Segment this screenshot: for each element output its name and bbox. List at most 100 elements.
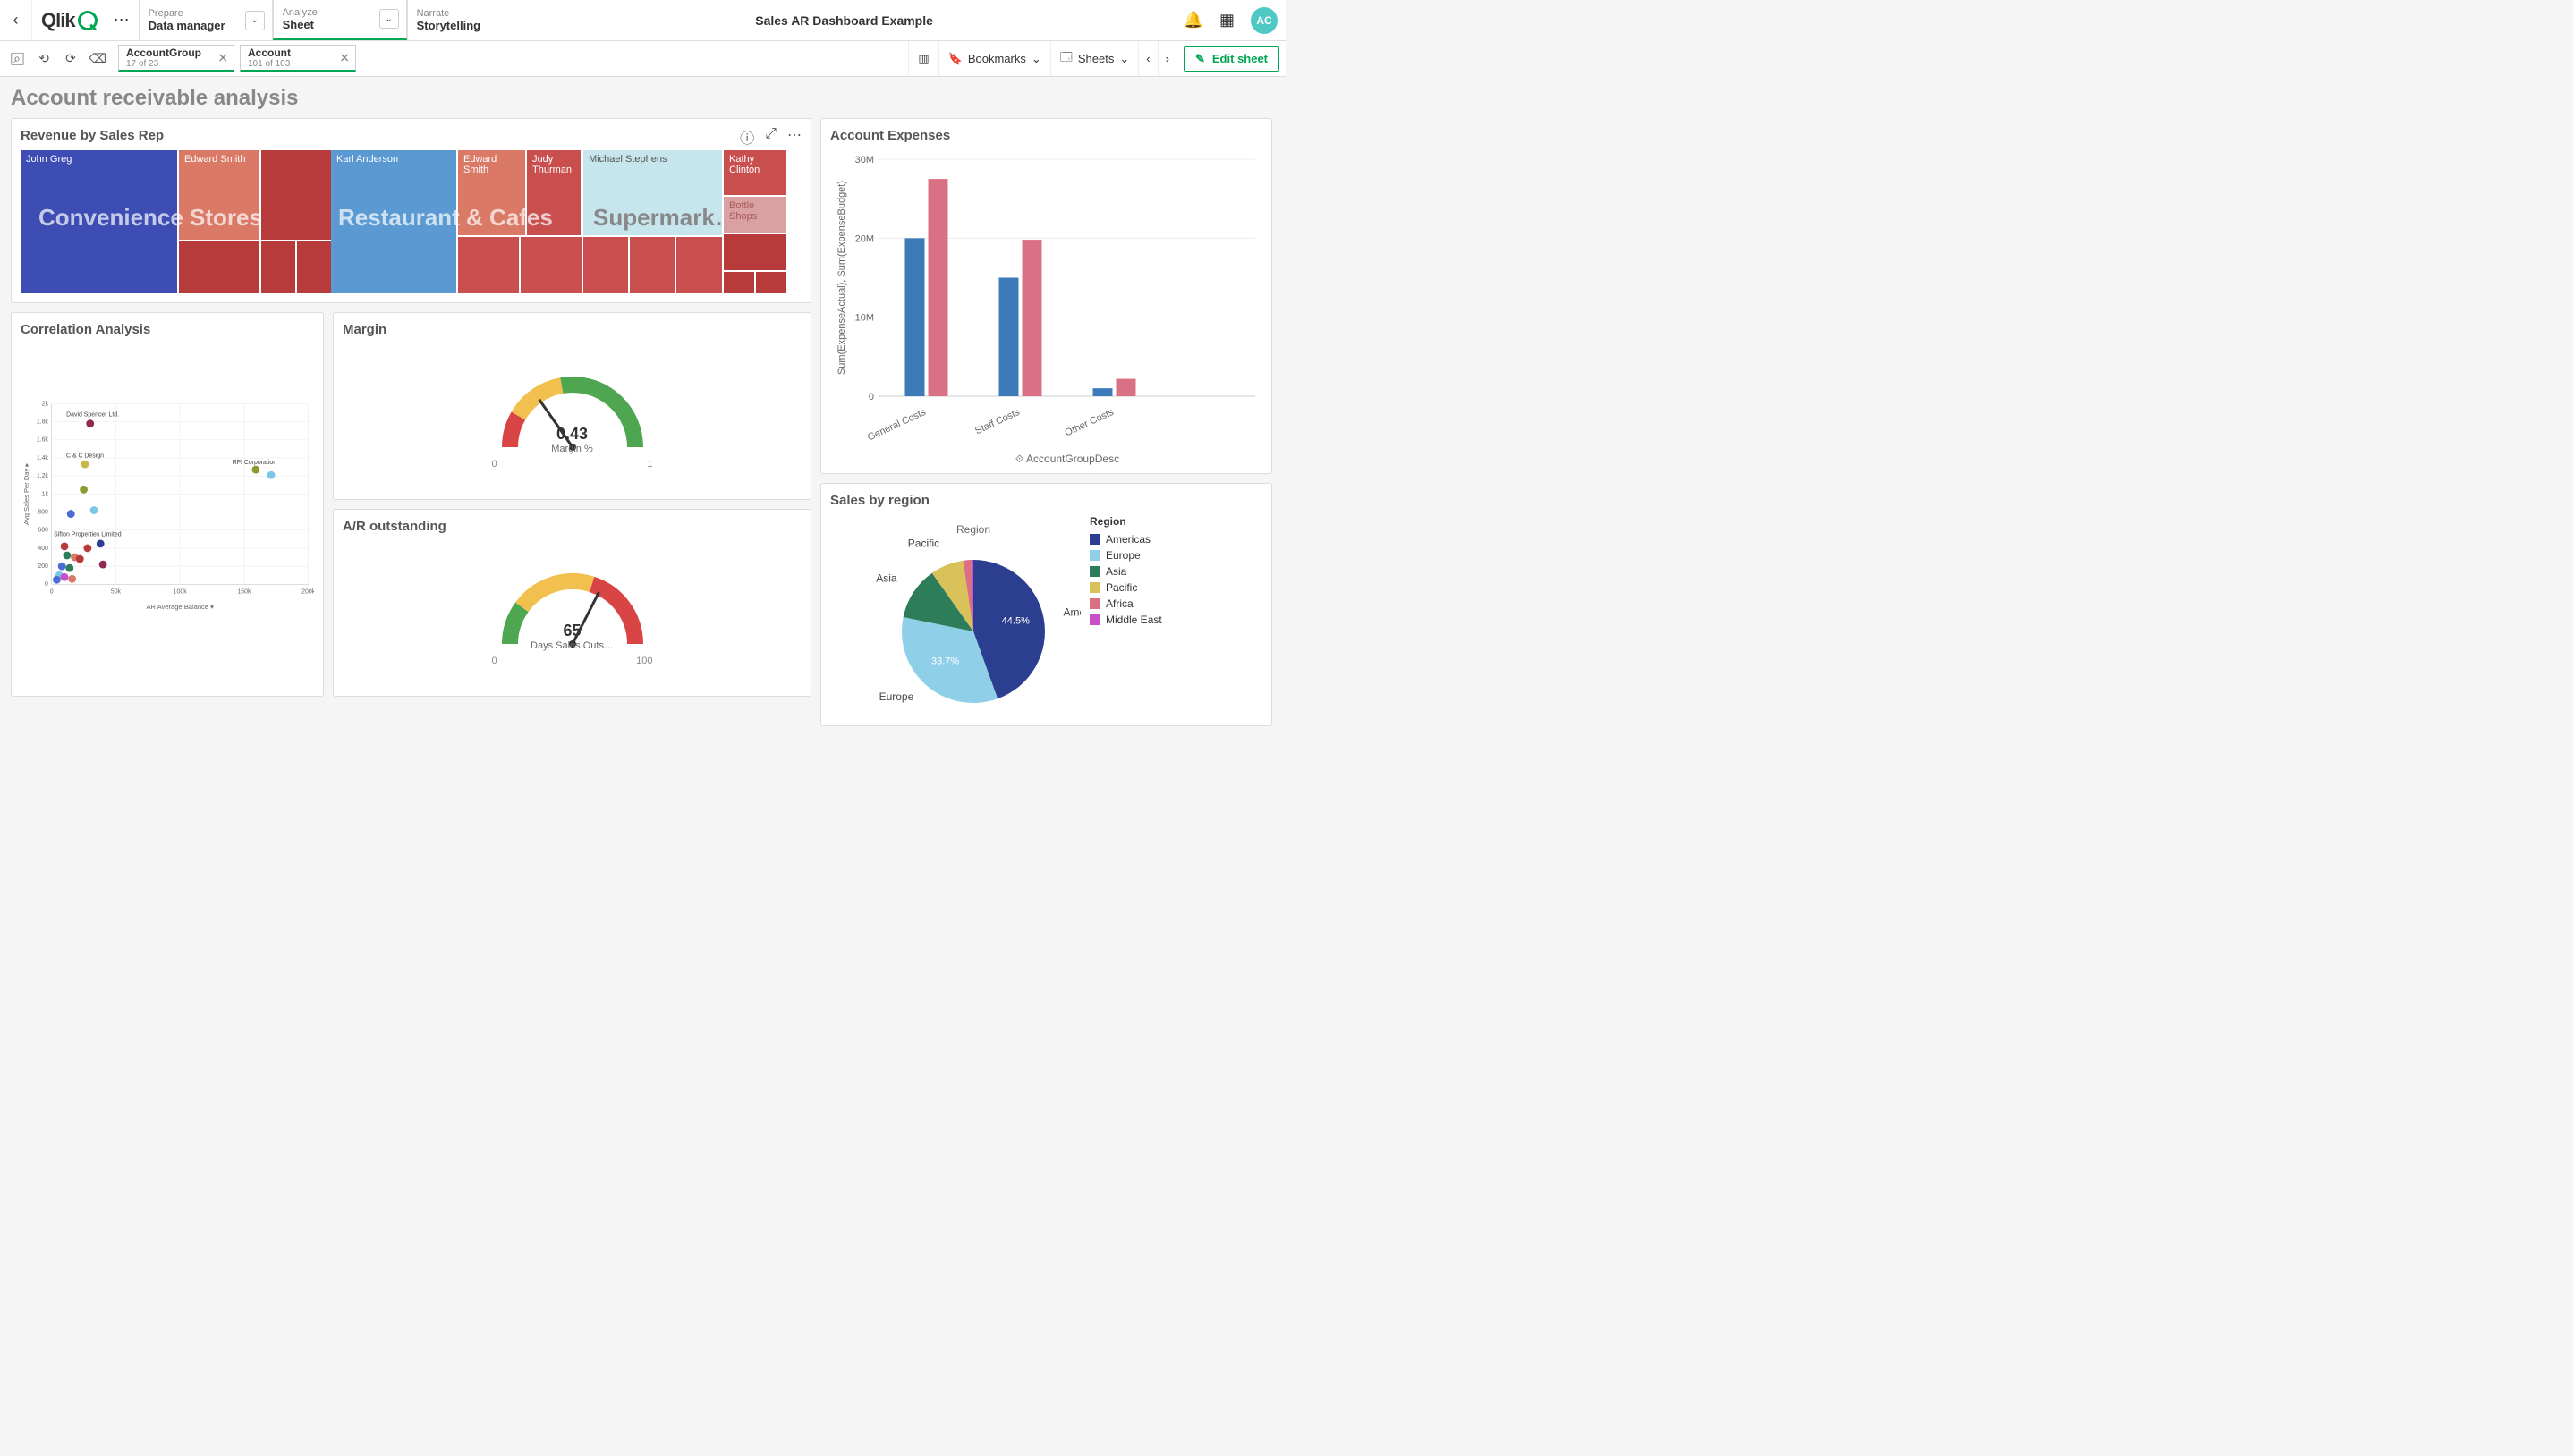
next-sheet-button[interactable]: ›	[1158, 41, 1176, 76]
mode-sheet[interactable]: Analyze Sheet ⌄	[273, 0, 407, 40]
scatter-point[interactable]	[68, 575, 76, 583]
selection-pill-account[interactable]: Account 101 of 103 ✕	[240, 45, 356, 72]
clear-selections-icon[interactable]: ⌫	[86, 47, 109, 71]
app-more-icon[interactable]: ⋯	[106, 0, 139, 40]
selections-tool-icon[interactable]: ▥	[908, 41, 938, 76]
bar[interactable]	[1093, 388, 1113, 396]
scatter-point[interactable]	[58, 563, 66, 571]
step-back-icon[interactable]: ⟲	[32, 47, 55, 71]
ar-gauge[interactable]: 65 Days Sales Outs… 0 100	[343, 541, 802, 675]
treemap-cell[interactable]	[724, 234, 786, 270]
svg-text:10M: 10M	[855, 313, 874, 324]
chevron-down-icon: ⌄	[1032, 52, 1041, 66]
close-icon[interactable]: ✕	[339, 50, 350, 65]
bar[interactable]	[929, 179, 948, 396]
treemap-cell[interactable]: Edward Smith	[179, 150, 259, 240]
bookmarks-button[interactable]: 🔖 Bookmarks ⌄	[938, 41, 1050, 76]
step-forward-icon[interactable]: ⟳	[59, 47, 82, 71]
smart-search-icon[interactable]: ⌕⃞	[5, 47, 29, 71]
treemap-cell[interactable]: Edward Smith	[458, 150, 525, 235]
scatter-point[interactable]	[80, 486, 88, 494]
bar[interactable]	[999, 278, 1019, 397]
prev-sheet-button[interactable]: ‹	[1138, 41, 1157, 76]
scatter-point[interactable]	[65, 564, 73, 572]
scatter-point[interactable]	[90, 506, 98, 514]
treemap-cell[interactable]: John Greg	[21, 150, 177, 293]
treemap-cell[interactable]	[458, 237, 519, 293]
chevron-down-icon[interactable]: ⌄	[379, 9, 399, 29]
treemap-chart[interactable]: John GregEdward SmithConvenience StoresK…	[21, 150, 802, 293]
pie-chart[interactable]: RegionAmericas44.5%Europe33.7%AsiaPacifi…	[830, 515, 1081, 721]
sheets-button[interactable]: 🗔 Sheets ⌄	[1050, 41, 1138, 76]
scatter-point[interactable]	[86, 419, 94, 427]
treemap-cell[interactable]: Kathy Clinton	[724, 150, 786, 195]
svg-text:⟐ AccountGroupDesc: ⟐ AccountGroupDesc	[1015, 453, 1119, 465]
legend-item-pacific[interactable]: Pacific	[1090, 581, 1162, 594]
expenses-title: Account Expenses	[830, 128, 1262, 143]
scatter-point[interactable]	[81, 461, 89, 469]
chevron-down-icon[interactable]: ⌄	[245, 11, 265, 30]
bar[interactable]	[905, 238, 925, 396]
svg-text:50k: 50k	[111, 588, 122, 595]
treemap-cell[interactable]: Karl Anderson	[331, 150, 456, 293]
scatter-point[interactable]	[267, 471, 276, 479]
scatter-point[interactable]	[61, 543, 69, 551]
scatter-point[interactable]	[76, 555, 84, 563]
info-icon[interactable]: ⓘ	[740, 126, 754, 148]
treemap-cell[interactable]	[724, 272, 754, 293]
mode-storytelling[interactable]: Narrate Storytelling	[407, 0, 514, 40]
treemap-cell[interactable]	[756, 272, 786, 293]
selection-pill-accountgroup[interactable]: AccountGroup 17 of 23 ✕	[118, 45, 234, 72]
avatar[interactable]: AC	[1251, 7, 1278, 34]
scatter-point[interactable]	[83, 545, 91, 553]
legend-item-asia[interactable]: Asia	[1090, 565, 1162, 578]
treemap-cell[interactable]	[179, 241, 259, 293]
scatter-point[interactable]	[61, 573, 69, 581]
legend-item-middle-east[interactable]: Middle East	[1090, 614, 1162, 626]
bell-icon[interactable]: 🔔	[1184, 11, 1203, 30]
legend-item-africa[interactable]: Africa	[1090, 597, 1162, 610]
edit-sheet-button[interactable]: ✎ Edit sheet	[1184, 46, 1279, 72]
bar[interactable]	[1117, 379, 1136, 396]
treemap-cell[interactable]	[630, 237, 675, 293]
svg-text:Other Costs: Other Costs	[1064, 407, 1117, 439]
scatter-point[interactable]	[53, 576, 61, 584]
bar[interactable]	[1023, 240, 1042, 396]
mode-data-manager[interactable]: Prepare Data manager ⌄	[139, 0, 273, 40]
treemap-cell[interactable]	[521, 237, 582, 293]
mode-label: Narrate	[417, 8, 505, 19]
treemap-cell[interactable]: Michael Stephens	[583, 150, 722, 235]
scatter-chart[interactable]: 02004006008001k1.2k1.4k1.6k1.8k2k050k100…	[21, 344, 314, 666]
svg-text:0: 0	[50, 588, 54, 595]
fullscreen-icon[interactable]: ⤢	[765, 126, 777, 148]
bookmarks-label: Bookmarks	[968, 52, 1026, 65]
scatter-point[interactable]	[67, 510, 75, 518]
qlik-logo[interactable]: Qlik	[32, 0, 106, 40]
svg-text:30M: 30M	[855, 155, 874, 165]
scatter-point[interactable]	[251, 466, 259, 474]
treemap-title: Revenue by Sales Rep	[21, 128, 802, 143]
scatter-point[interactable]	[99, 561, 107, 569]
margin-min: 0	[492, 459, 497, 470]
card-more-icon[interactable]: ⋯	[787, 126, 802, 148]
treemap-cell[interactable]	[261, 150, 331, 240]
expenses-bar-chart[interactable]: 010M20M30MGeneral CostsStaff CostsOther …	[830, 150, 1264, 468]
scatter-point[interactable]	[63, 552, 71, 560]
margin-gauge[interactable]: 0.43 Margin % 0 1	[343, 344, 802, 478]
legend-item-europe[interactable]: Europe	[1090, 549, 1162, 562]
pill-count: 101 of 103	[248, 59, 332, 69]
treemap-cell[interactable]	[583, 237, 628, 293]
treemap-cell[interactable]	[261, 241, 295, 293]
svg-text:600: 600	[38, 528, 48, 534]
apps-grid-icon[interactable]: ▦	[1219, 11, 1235, 30]
legend-item-americas[interactable]: Americas	[1090, 533, 1162, 546]
treemap-cell[interactable]: Judy Thurman	[527, 150, 581, 235]
treemap-cell[interactable]: Bottle Shops	[724, 197, 786, 233]
back-button[interactable]: ‹	[0, 0, 32, 40]
page-title: Account receivable analysis	[11, 86, 1276, 111]
treemap-cell[interactable]	[676, 237, 722, 293]
treemap-cell[interactable]	[297, 241, 331, 293]
close-icon[interactable]: ✕	[217, 50, 228, 65]
scatter-point[interactable]	[97, 539, 105, 547]
edit-label: Edit sheet	[1212, 52, 1268, 65]
